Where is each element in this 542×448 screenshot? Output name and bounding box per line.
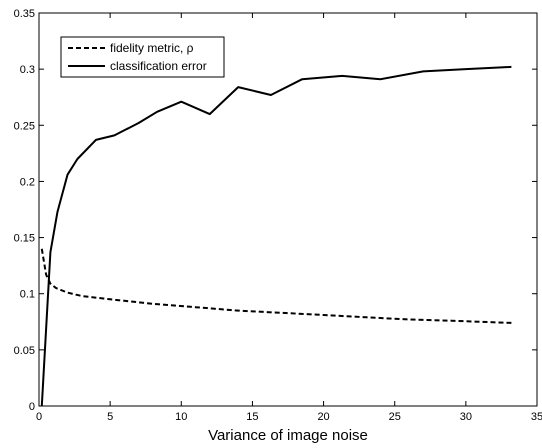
- series-layer: [40, 65, 512, 407]
- x-tick-label: 5: [107, 411, 113, 423]
- legend-label-fidelity: fidelity metric, ρ: [110, 41, 194, 55]
- axis-ticks: 0 5 10 15 20 25 30 35 0 0.05 0.1 0.15 0.2 0.25 0.3 0.35: [14, 8, 542, 423]
- x-axis-label: Variance of image noise: [208, 427, 368, 444]
- x-tick-label: 25: [389, 411, 401, 423]
- y-tick-label: 0.05: [14, 345, 35, 357]
- y-tick-label: 0.1: [20, 289, 35, 301]
- legend-box: [60, 36, 225, 78]
- x-tick-label: 35: [531, 411, 542, 423]
- x-tick-label: 15: [246, 411, 258, 423]
- x-tick-label: 0: [36, 411, 42, 423]
- y-tick-label: 0.25: [14, 120, 35, 132]
- series-line-classification-error: [40, 65, 512, 407]
- legend-label-classification: classification error: [110, 59, 207, 73]
- y-tick-label: 0.2: [20, 176, 35, 188]
- x-tick-label: 20: [317, 411, 329, 423]
- y-tick-label: 0.15: [14, 233, 35, 245]
- y-tick-label: 0: [29, 401, 35, 413]
- series-line-fidelity-metric: [40, 248, 512, 324]
- y-tick-label: 0.35: [14, 8, 35, 20]
- plot-area: [38, 12, 538, 407]
- x-tick-label: 10: [175, 411, 187, 423]
- y-tick-label: 0.3: [20, 64, 35, 76]
- x-tick-label: 30: [460, 411, 472, 423]
- legend: fidelity metric, ρ classification error: [60, 36, 225, 78]
